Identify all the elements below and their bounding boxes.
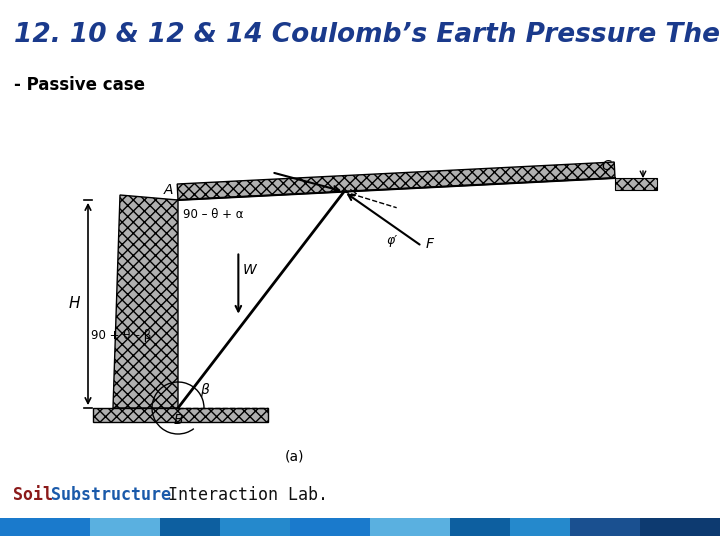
Polygon shape <box>113 195 178 408</box>
Bar <box>220 518 290 536</box>
Text: Interaction Lab.: Interaction Lab. <box>158 486 328 504</box>
Text: 90 – θ + α: 90 – θ + α <box>183 208 243 221</box>
Bar <box>570 518 640 536</box>
Text: H: H <box>68 296 80 312</box>
Bar <box>510 518 570 536</box>
Text: β: β <box>200 383 209 397</box>
Bar <box>370 518 450 536</box>
Polygon shape <box>615 178 657 190</box>
Text: φ′: φ′ <box>386 234 397 247</box>
Bar <box>640 518 720 536</box>
Text: Substructure: Substructure <box>51 486 171 504</box>
Bar <box>160 518 220 536</box>
Text: W: W <box>243 262 256 276</box>
Bar <box>450 518 510 536</box>
Text: Soil: Soil <box>13 486 53 504</box>
Bar <box>290 518 370 536</box>
Text: 90 + θ – β: 90 + θ – β <box>91 329 151 342</box>
Bar <box>93 408 268 422</box>
Text: A: A <box>164 183 174 197</box>
Polygon shape <box>177 162 615 200</box>
Text: (a): (a) <box>285 449 305 463</box>
Bar <box>0 518 90 536</box>
Text: B: B <box>174 413 184 427</box>
Text: C: C <box>601 159 611 173</box>
Text: 12. 10 & 12 & 14 Coulomb’s Earth Pressure Theory: 12. 10 & 12 & 14 Coulomb’s Earth Pressur… <box>14 22 720 48</box>
Text: - Passive case: - Passive case <box>14 76 145 94</box>
Bar <box>90 518 160 536</box>
Text: F: F <box>426 237 434 251</box>
